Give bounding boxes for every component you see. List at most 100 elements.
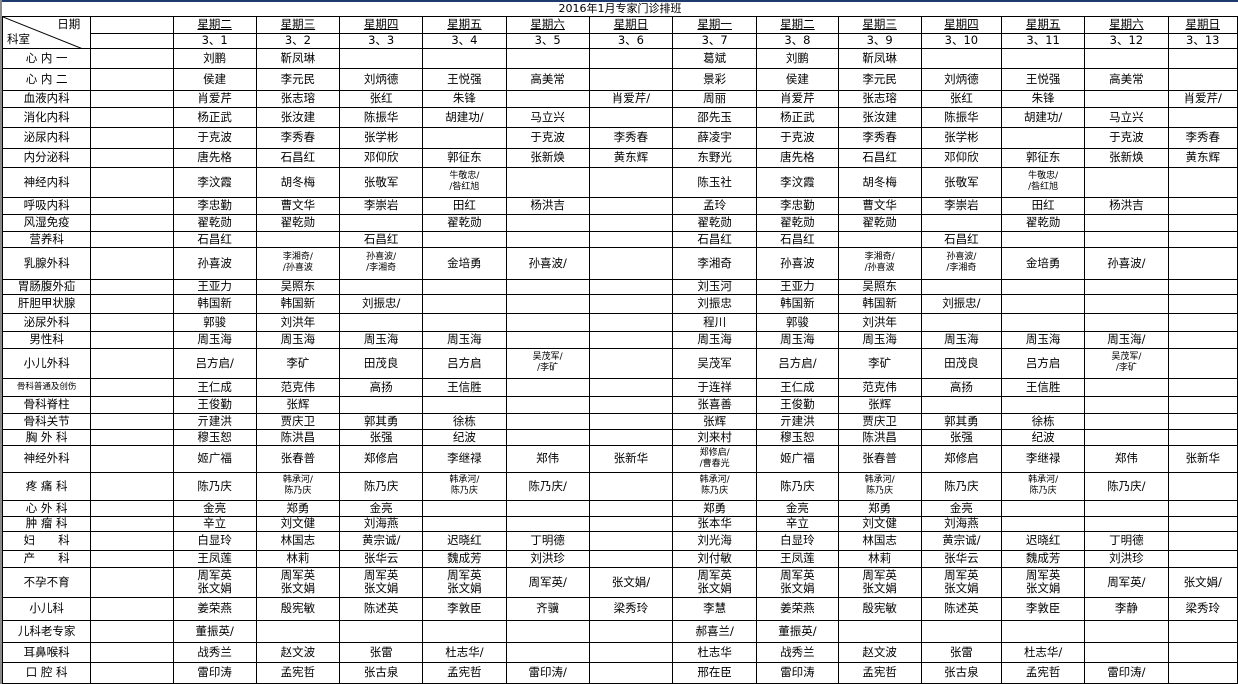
doctor-cell bbox=[1084, 641, 1169, 663]
doctor-cell bbox=[1167, 213, 1238, 232]
doctor-cell: 侯建 bbox=[756, 67, 839, 91]
table-row: 骨科普通及创伤 王仁成 范克伟 高扬 王信胜 于连祥 王仁成 范克伟 高扬 王信胜 bbox=[1, 377, 1238, 397]
table-row: 心 外 科金亮 郑勇 金亮 郑勇 金亮 郑勇 金亮 bbox=[1, 499, 1238, 517]
window-top-border bbox=[0, 0, 1238, 2]
doctor-cell: 周军英 张文娟 bbox=[422, 566, 507, 598]
department-cell: 骨科关节 bbox=[1, 412, 92, 430]
doctor-cell bbox=[920, 278, 1003, 295]
doctor-cell: 王俊勤 bbox=[172, 395, 257, 414]
weekday-label: 星期六 bbox=[530, 17, 565, 31]
doctor-cell: 张红 bbox=[339, 89, 424, 108]
doctor-cell bbox=[1167, 196, 1238, 215]
department-cell: 心 内 一 bbox=[1, 47, 92, 69]
date-header: 3、13 bbox=[1167, 32, 1238, 49]
doctor-cell: 贾庆卫 bbox=[255, 412, 341, 430]
doctor-cell bbox=[422, 126, 507, 149]
doctor-cell bbox=[505, 412, 590, 430]
doctor-cell bbox=[505, 377, 590, 397]
department-cell: 男性科 bbox=[1, 330, 92, 349]
doctor-cell: 王信胜 bbox=[1000, 377, 1086, 397]
doctor-cell: 赵文波 bbox=[837, 641, 922, 663]
blank-cell bbox=[90, 412, 174, 430]
table-row: 耳鼻喉科 战秀兰 赵文波 张雷 杜志华/杜志华 战秀兰 赵文波 张雷 杜志华/ bbox=[1, 641, 1238, 663]
dept-axis-label: 科室 bbox=[7, 31, 30, 46]
weekday-label: 星期五 bbox=[447, 17, 482, 31]
doctor-cell: 魏成芳 bbox=[422, 549, 507, 568]
blank-cell bbox=[90, 377, 174, 397]
date-header: 3、7 bbox=[672, 32, 758, 49]
department-cell: 呼吸内科 bbox=[1, 196, 92, 215]
doctor-cell: 周军英 张文娟 bbox=[756, 566, 839, 598]
weekday-header-row: 日期 科室 星期二 星期三 星期四 星期五 星期六 星期日 星期一 星期二 星期三 星期四 星期五 星期六… bbox=[1, 15, 1238, 49]
doctor-cell: 刘海燕 bbox=[339, 515, 424, 532]
weekday-header: 星期四 bbox=[920, 15, 1003, 34]
doctor-cell: 唐先格 bbox=[172, 147, 257, 168]
doctor-cell: 周玉海 bbox=[172, 330, 257, 349]
doctor-cell bbox=[1167, 412, 1238, 430]
department-cell: 泌尿内科 bbox=[1, 126, 92, 149]
doctor-cell: 李元民 bbox=[255, 67, 341, 91]
table-row: 小儿科 姜荣燕 殷宪敏 陈述英 李敦臣 齐骥 梁秀玲 李慧 姜荣燕 殷宪敏 陈述英 李敦臣 李静 梁秀玲 bbox=[1, 596, 1238, 621]
weekday-label: 星期一 bbox=[697, 17, 732, 31]
doctor-cell: 翟乾勋 bbox=[672, 213, 758, 232]
weekday-label: 星期日 bbox=[613, 17, 649, 31]
doctor-cell: 杨正武 bbox=[756, 106, 839, 128]
doctor-cell: 吴茂军 bbox=[672, 347, 758, 379]
doctor-cell: 刘洪年 bbox=[255, 312, 341, 332]
doctor-cell: 吕方启 bbox=[1000, 347, 1086, 379]
doctor-cell: 孟宪哲 bbox=[837, 661, 922, 684]
doctor-cell: 林国志 bbox=[255, 530, 341, 551]
doctor-cell: 翟乾勋 bbox=[756, 213, 839, 232]
doctor-cell: 孙喜波/ bbox=[505, 246, 590, 280]
doctor-cell: 田红 bbox=[1000, 196, 1086, 215]
doctor-cell bbox=[588, 278, 674, 295]
table-row: 胸 外 科穆玉恕 陈洪昌 张强 纪波 刘来村 穆玉恕 陈洪昌 张强 纪波 bbox=[1, 428, 1238, 446]
doctor-cell: 董振英/ bbox=[756, 619, 839, 643]
doctor-cell: 周军英/ bbox=[1084, 566, 1169, 598]
doctor-cell: 刘振忠 bbox=[672, 293, 758, 314]
doctor-cell: 周玉海/ bbox=[1084, 330, 1169, 349]
doctor-cell: 周军英 张文娟 bbox=[672, 566, 758, 598]
doctor-cell: 刘洪珍 bbox=[1084, 549, 1169, 568]
doctor-cell bbox=[588, 428, 674, 446]
department-cell: 肝胆甲状腺 bbox=[1, 293, 92, 314]
doctor-cell: 李敦臣 bbox=[422, 596, 507, 621]
department-cell: 消化内科 bbox=[1, 106, 92, 128]
doctor-cell bbox=[1167, 530, 1238, 551]
table-row: 消化内科 杨正武 张汝建 陈振华 胡建功/马立兴 邵先玉 杨正武 张汝建 陈振华 胡建功/马立兴 bbox=[1, 106, 1238, 128]
doctor-cell: 丁明德 bbox=[505, 530, 590, 551]
doctor-cell bbox=[422, 47, 507, 69]
blank-cell bbox=[90, 549, 174, 568]
doctor-cell: 魏成芳 bbox=[1000, 549, 1086, 568]
blank-cell bbox=[90, 619, 174, 643]
doctor-cell: 韩国新 bbox=[756, 293, 839, 314]
table-row: 风湿免疫 翟乾勋 翟乾勋 翟乾勋 翟乾勋 翟乾勋 翟乾勋 翟乾勋 bbox=[1, 213, 1238, 232]
department-cell: 产 科 bbox=[1, 549, 92, 568]
doctor-cell: 翟乾勋 bbox=[837, 213, 922, 232]
doctor-cell: 姜荣燕 bbox=[756, 596, 839, 621]
blank-cell bbox=[90, 312, 174, 332]
doctor-cell: 杜志华/ bbox=[1000, 641, 1086, 663]
doctor-cell: 张新华 bbox=[588, 444, 674, 473]
doctor-cell bbox=[1167, 67, 1238, 91]
doctor-cell: 胡建功/ bbox=[422, 106, 507, 128]
doctor-cell bbox=[837, 619, 922, 643]
table-row: 神经外科 姬广福 张春普 郑修启 李继禄 郑伟 张新华 郑修启/ /曹春光 姬广福 张春普 郑修启李… bbox=[1, 444, 1238, 473]
doctor-cell bbox=[255, 619, 341, 643]
doctor-cell: 穆玉恕 bbox=[756, 428, 839, 446]
doctor-cell: 刘炳德 bbox=[920, 67, 1003, 91]
doctor-cell: 林莉 bbox=[837, 549, 922, 568]
weekday-header: 星期三 bbox=[837, 15, 922, 34]
doctor-cell: 周玉海 bbox=[339, 330, 424, 349]
doctor-cell: 梁秀玲 bbox=[1167, 596, 1238, 621]
weekday-label: 星期四 bbox=[944, 17, 979, 31]
doctor-cell bbox=[422, 293, 507, 314]
doctor-cell: 刘炳德 bbox=[339, 67, 424, 91]
doctor-cell: 陈玉社 bbox=[672, 166, 758, 198]
doctor-cell bbox=[588, 549, 674, 568]
doctor-cell: 迟晓红 bbox=[422, 530, 507, 551]
doctor-cell: 郑勇 bbox=[837, 499, 922, 517]
doctor-cell: 林莉 bbox=[255, 549, 341, 568]
doctor-cell: 雷印涛 bbox=[756, 661, 839, 684]
doctor-cell bbox=[1167, 47, 1238, 69]
